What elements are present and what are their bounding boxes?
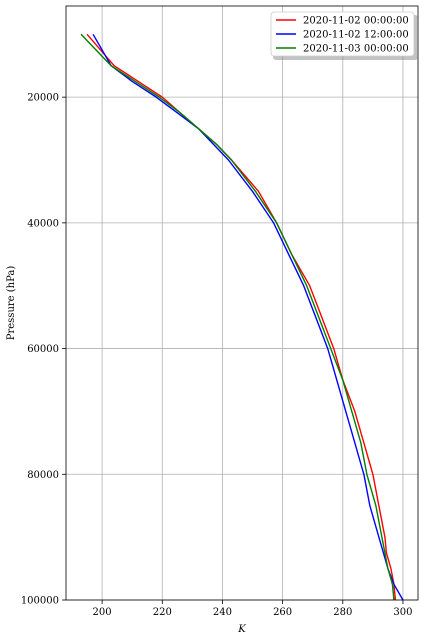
y-tick-label: 100000 (21, 596, 59, 607)
x-tick-label: 260 (273, 607, 292, 618)
series-line-2 (92, 33, 404, 601)
x-tick-label: 300 (393, 607, 412, 618)
series-lines (80, 33, 404, 601)
legend: 2020-11-02 00:00:00 2020-11-02 12:00:00 20… (270, 11, 418, 60)
x-tick-label: 240 (213, 607, 232, 618)
y-tick-label: 40000 (27, 218, 59, 229)
y-tick-label: 80000 (27, 470, 59, 481)
plot-frame (65, 5, 419, 601)
legend-label-2: 2020-11-02 12:00:00 (303, 30, 409, 41)
series-line-3 (80, 33, 395, 601)
legend-label-1: 2020-11-02 00:00:00 (303, 16, 409, 27)
x-tick-label: 280 (333, 607, 352, 618)
legend-box (270, 11, 415, 57)
y-tick-label: 20000 (27, 93, 59, 104)
x-axis-ticks: 200 220 240 260 280 300 (93, 600, 413, 618)
x-tick-label: 200 (93, 607, 112, 618)
y-axis-ticks: 20000 40000 60000 80000 100000 (21, 93, 66, 607)
x-axis-label: K (237, 624, 246, 635)
legend-label-3: 2020-11-03 00:00:00 (303, 44, 409, 55)
x-tick-label: 220 (153, 607, 172, 618)
legend-items: 2020-11-02 00:00:00 2020-11-02 12:00:00 20… (276, 16, 409, 55)
y-tick-label: 60000 (27, 344, 59, 355)
y-axis-label: Pressure (hPa) (6, 266, 17, 341)
